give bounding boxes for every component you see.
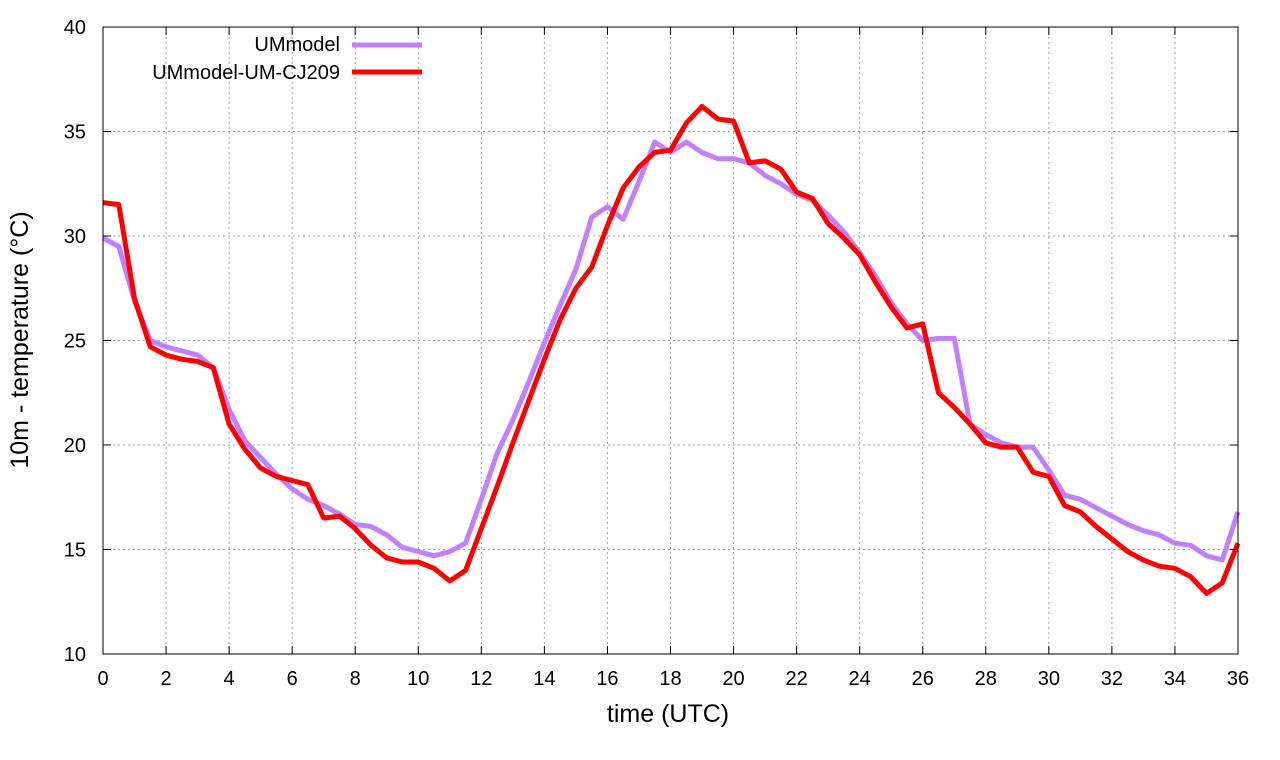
x-tick-label: 20: [722, 668, 744, 690]
grid: [103, 27, 1238, 654]
y-axis-title: 10m - temperature (°C): [6, 211, 34, 468]
x-tick-label: 12: [470, 668, 492, 690]
y-tick-label: 40: [64, 17, 86, 39]
legend-label-series-1: UMmodel: [254, 34, 340, 56]
series-lines: [101, 103, 1241, 596]
x-tick-label: 16: [596, 668, 618, 690]
x-tick-label: 26: [912, 668, 934, 690]
x-tick-label: 18: [659, 668, 681, 690]
x-tick-label: 6: [287, 668, 298, 690]
x-tick-label: 14: [533, 668, 555, 690]
x-tick-label: 2: [160, 668, 171, 690]
x-axis-title: time (UTC): [607, 700, 729, 728]
x-tick-label: 4: [224, 668, 235, 690]
x-tick-label: 10: [407, 668, 429, 690]
y-tick-label: 30: [64, 226, 86, 248]
y-tick-label: 35: [64, 122, 86, 144]
y-tick-label: 20: [64, 435, 86, 457]
x-tick-labels: 0 2 4 6 8 10 12 14 16 18 20 22 24 26 28 30 32 34 36: [97, 668, 1249, 690]
x-tick-label: 32: [1101, 668, 1123, 690]
x-tick-label: 22: [785, 668, 807, 690]
x-tick-label: 24: [849, 668, 871, 690]
legend-label-series-2: UMmodel-UM-CJ209: [152, 62, 340, 84]
y-tick-label: 15: [64, 540, 86, 562]
series-line-2: [102, 103, 1241, 596]
x-tick-label: 34: [1164, 668, 1186, 690]
x-tick-label: 28: [975, 668, 997, 690]
legend: UMmodel UMmodel-UM-CJ209: [152, 34, 422, 84]
x-tick-label: 0: [97, 668, 108, 690]
axis-ticks: [102, 26, 1239, 655]
y-tick-labels: 10 15 20 25 30 35 40: [64, 17, 86, 666]
x-tick-label: 8: [350, 668, 361, 690]
x-tick-label: 36: [1227, 668, 1249, 690]
x-tick-label: 30: [1038, 668, 1060, 690]
y-tick-label: 10: [64, 644, 86, 666]
y-tick-label: 25: [64, 331, 86, 353]
